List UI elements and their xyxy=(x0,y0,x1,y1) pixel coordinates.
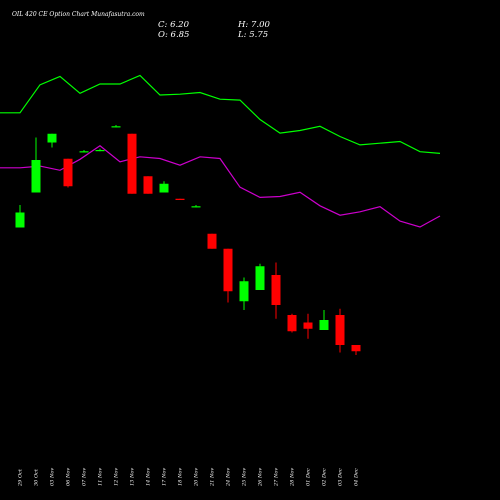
x-tick-label: 03 Dec xyxy=(338,468,344,486)
x-tick-label: 02 Dec xyxy=(322,468,328,486)
candle xyxy=(111,125,121,128)
x-tick-label: 03 Nov xyxy=(50,468,56,486)
candle xyxy=(47,133,57,148)
chart-title: OIL 420 CE Option Chart Munafasutra.com xyxy=(12,11,145,18)
open-price-label: O: 6.85 xyxy=(158,30,190,40)
x-tick-label: 13 Nov xyxy=(130,468,136,486)
overlay-line-2 xyxy=(0,145,441,228)
x-tick-label: 07 Nov xyxy=(82,468,88,486)
candle-body xyxy=(319,320,329,330)
candle xyxy=(191,205,201,208)
candle-body xyxy=(239,281,249,302)
candle-body xyxy=(111,126,121,128)
candle xyxy=(159,181,169,193)
x-tick-label: 26 Nov xyxy=(258,468,264,487)
x-tick-label: 14 Nov xyxy=(146,468,152,486)
close-price-label: C: 6.20 xyxy=(158,20,189,30)
moving-average-lines xyxy=(0,74,441,228)
candle-body xyxy=(255,266,265,290)
candle xyxy=(63,158,73,188)
x-tick-label: 17 Nov xyxy=(162,468,168,486)
candle-body xyxy=(287,315,297,332)
x-tick-label: 20 Nov xyxy=(194,468,200,487)
x-tick-label: 25 Nov xyxy=(242,468,248,487)
candle xyxy=(207,233,217,249)
x-tick-label: 27 Nov xyxy=(274,468,280,487)
candle xyxy=(319,310,329,330)
candle xyxy=(335,308,345,353)
candle-body xyxy=(223,248,233,292)
candle xyxy=(175,198,185,200)
candle xyxy=(303,313,313,339)
candle-body xyxy=(31,160,41,193)
x-tick-label: 29 Oct xyxy=(18,468,24,487)
candle xyxy=(287,313,297,333)
candle-body xyxy=(79,151,89,153)
candle xyxy=(95,148,105,152)
candle-body xyxy=(335,315,345,345)
candle-body xyxy=(143,176,153,194)
candle xyxy=(271,262,281,319)
candle xyxy=(255,263,265,290)
x-tick-label: 18 Nov xyxy=(178,468,184,486)
x-tick-label: 01 Dec xyxy=(306,468,312,486)
candle-body xyxy=(47,133,57,143)
candle-body xyxy=(127,133,137,194)
candle-body xyxy=(175,198,185,200)
low-price-label: L: 5.75 xyxy=(238,30,269,40)
candle-body xyxy=(159,183,169,193)
x-tick-label: 28 Nov xyxy=(290,468,296,487)
x-axis-labels: 29 Oct 30 Oct 03 Nov 06 Nov 07 Nov 11 Nov 12 N… xyxy=(18,468,360,487)
candle xyxy=(79,150,89,153)
candle-body xyxy=(351,345,361,352)
x-tick-label: 21 Nov xyxy=(210,468,216,487)
candle-body xyxy=(303,322,313,329)
candle-body xyxy=(271,275,281,305)
candle-body xyxy=(15,212,25,228)
candle xyxy=(351,345,361,355)
candle xyxy=(31,137,41,193)
x-tick-label: 06 Nov xyxy=(66,468,72,486)
overlay-line-1 xyxy=(0,74,441,154)
x-tick-label: 04 Dec xyxy=(354,468,360,486)
candle xyxy=(127,133,137,194)
candles xyxy=(15,125,361,355)
candle xyxy=(239,277,249,310)
x-tick-label: 11 Nov xyxy=(98,468,104,486)
high-price-label: H: 7.00 xyxy=(238,20,270,30)
x-tick-label: 30 Oct xyxy=(34,468,40,486)
x-tick-label: 12 Nov xyxy=(114,468,120,486)
candle xyxy=(223,248,233,303)
candle xyxy=(15,205,25,228)
candle-body xyxy=(63,158,73,187)
candle xyxy=(143,176,153,194)
candle-body xyxy=(191,206,201,208)
candle-body xyxy=(207,233,217,249)
candle-body xyxy=(95,150,105,152)
x-tick-label: 24 Nov xyxy=(226,468,232,487)
